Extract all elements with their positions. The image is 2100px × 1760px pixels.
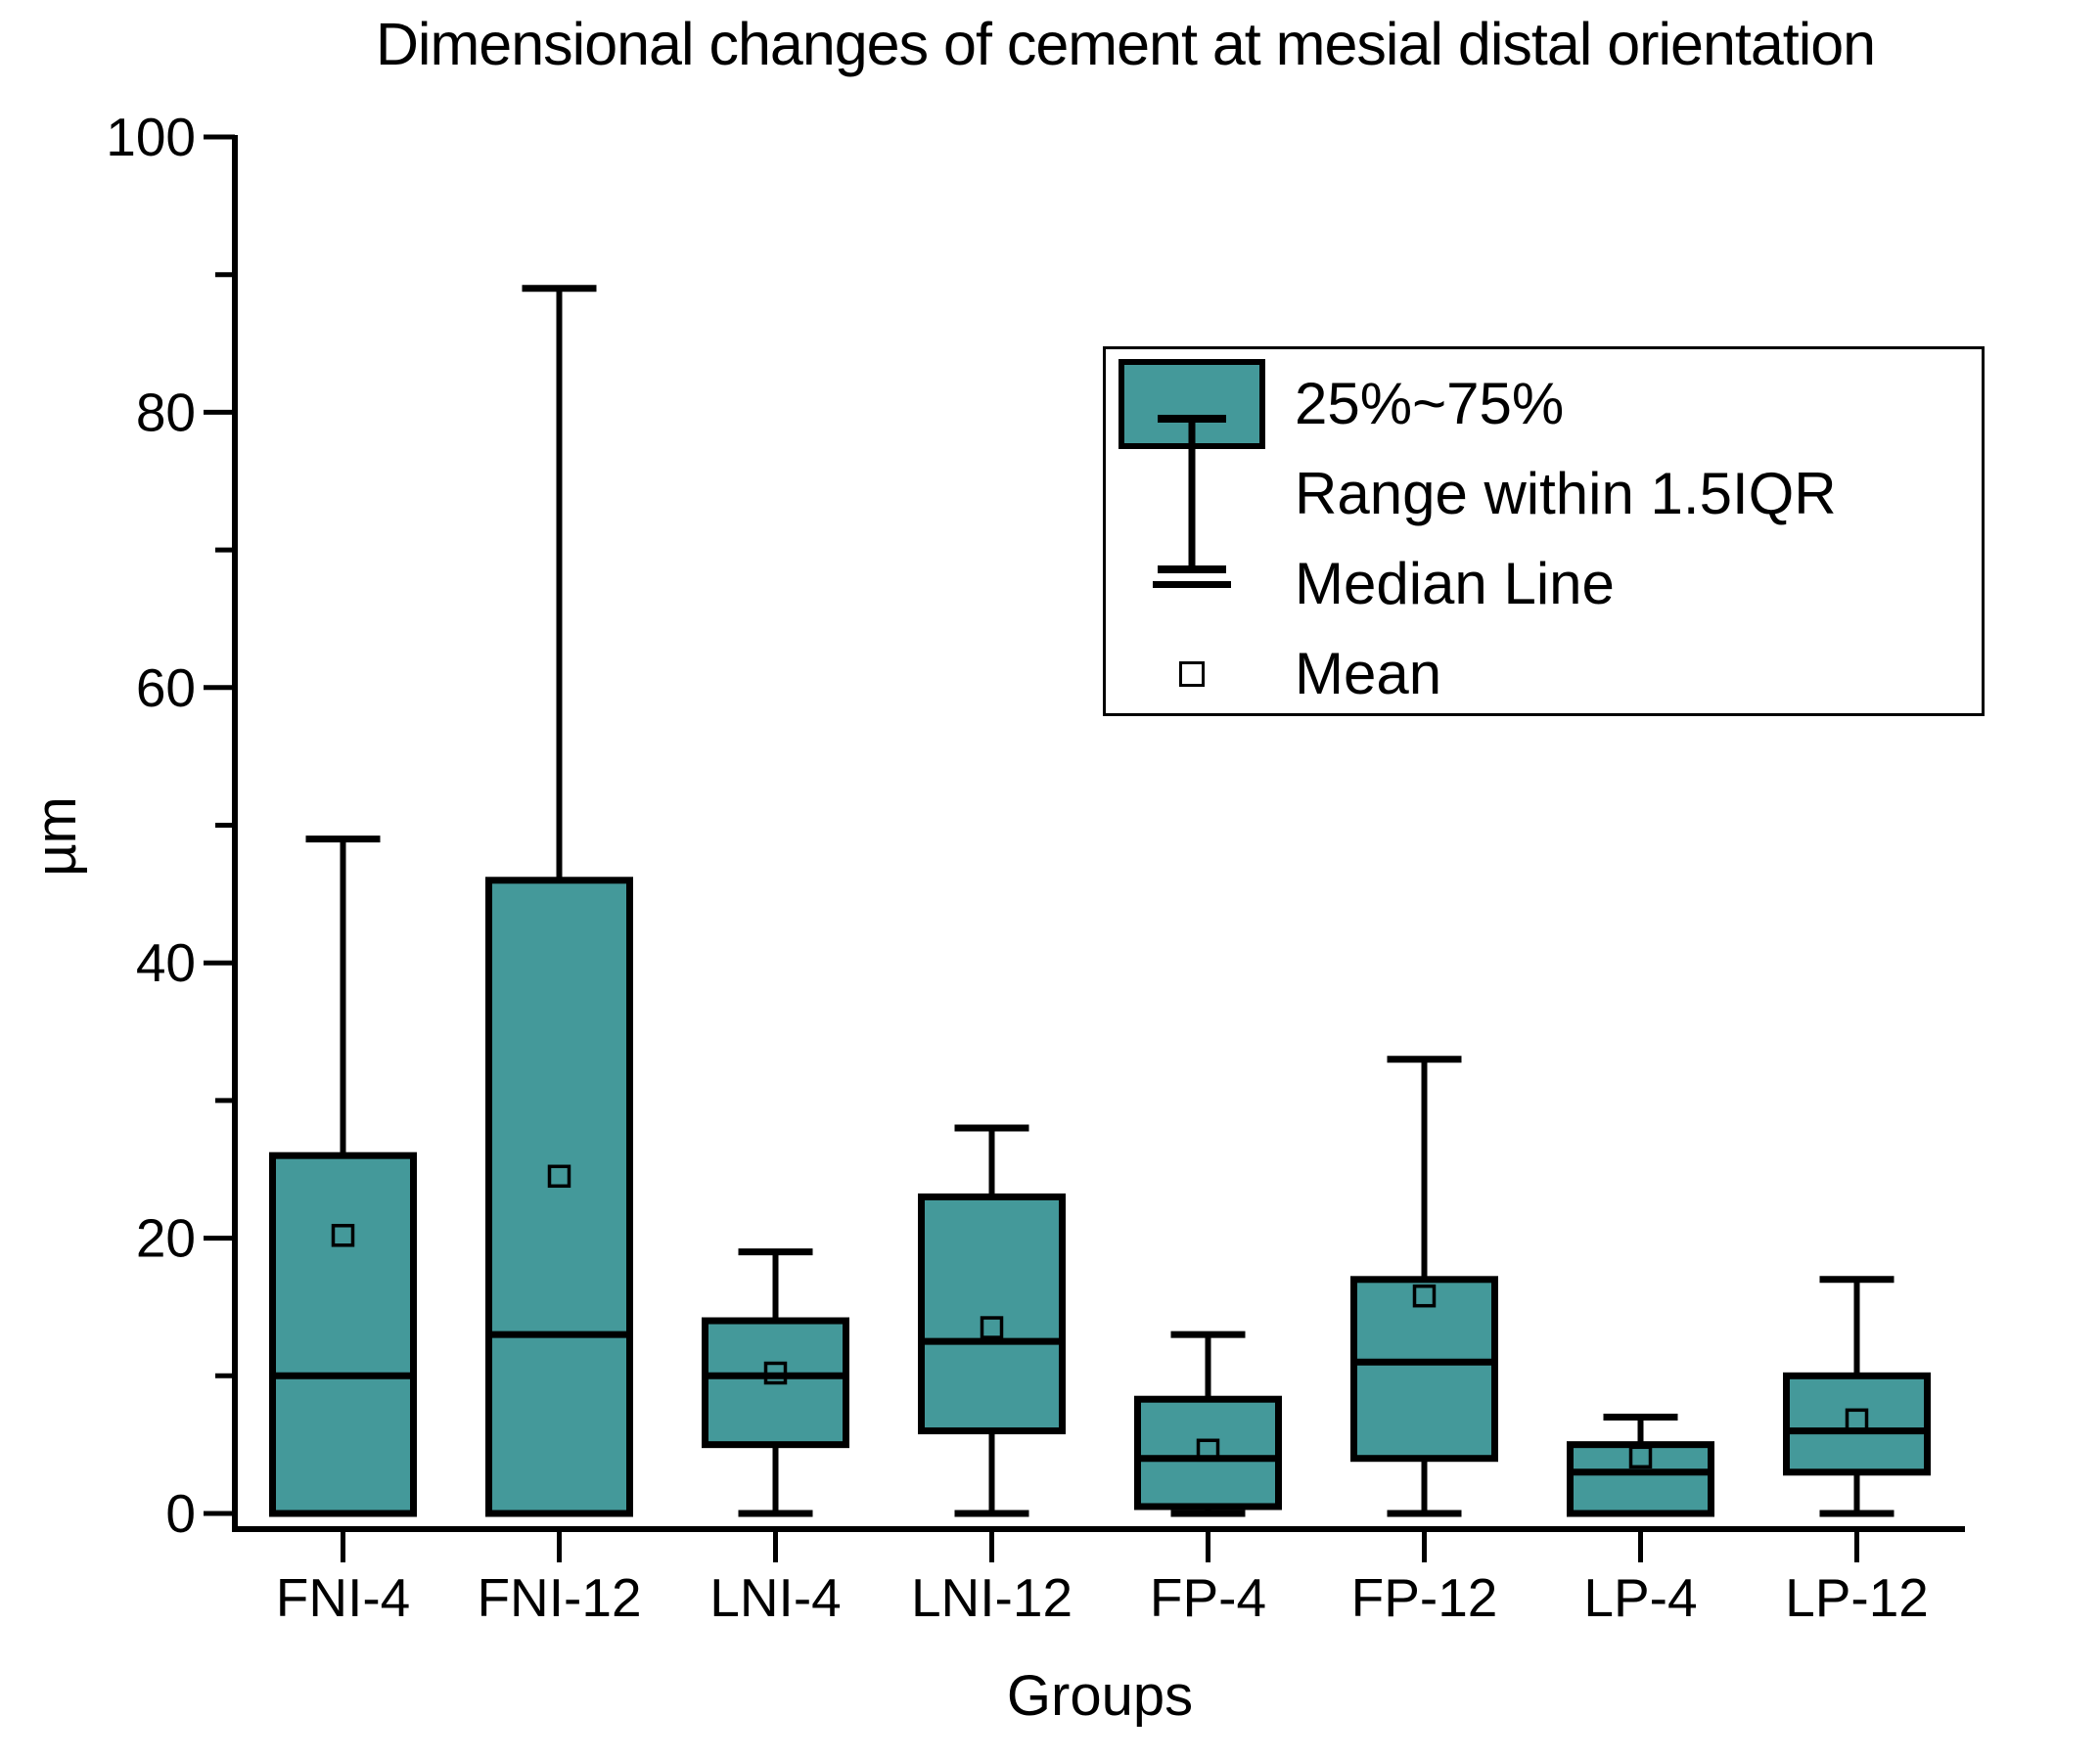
x-tick-label-FNI-4: FNI-4 bbox=[276, 1567, 411, 1628]
legend-label-median: Median Line bbox=[1295, 551, 1615, 616]
iqr-box-LP-4 bbox=[1567, 1441, 1714, 1517]
mean-marker-FNI-12 bbox=[547, 1164, 571, 1189]
iqr-box-FP-12 bbox=[1350, 1276, 1498, 1463]
x-tick-label-FP-12: FP-12 bbox=[1351, 1567, 1498, 1628]
iqr-box-LP-12 bbox=[1783, 1372, 1931, 1476]
whisker-icon bbox=[1158, 415, 1226, 573]
legend: 25%~75% Range within 1.5IQR Median Line … bbox=[1103, 346, 1985, 716]
legend-label-iqr-box: 25%~75% bbox=[1295, 371, 1565, 436]
y-tick-label: 20 bbox=[136, 1208, 196, 1269]
y-tick-label: 100 bbox=[106, 107, 196, 167]
x-axis-title: Groups bbox=[1006, 1664, 1194, 1728]
mean-marker-LNI-12 bbox=[980, 1316, 1004, 1339]
x-tick-label-LP-12: LP-12 bbox=[1785, 1567, 1929, 1628]
y-tick-label: 80 bbox=[136, 382, 196, 442]
mean-marker-FP-12 bbox=[1412, 1284, 1437, 1308]
x-tick-label-FNI-12: FNI-12 bbox=[477, 1567, 641, 1628]
iqr-box-FNI-12 bbox=[485, 877, 633, 1517]
mean-marker-LP-12 bbox=[1845, 1408, 1869, 1432]
x-tick-label-LP-4: LP-4 bbox=[1583, 1567, 1697, 1628]
mean-marker-FP-4 bbox=[1196, 1438, 1220, 1463]
iqr-box-FNI-4 bbox=[269, 1151, 417, 1517]
legend-label-mean: Mean bbox=[1295, 641, 1442, 706]
y-tick-label: 0 bbox=[165, 1483, 196, 1544]
x-tick-label-FP-4: FP-4 bbox=[1150, 1567, 1266, 1628]
y-tick-label: 60 bbox=[136, 657, 196, 718]
mean-marker-LP-4 bbox=[1628, 1445, 1653, 1469]
x-tick-label-LNI-12: LNI-12 bbox=[911, 1567, 1073, 1628]
legend-label-range: Range within 1.5IQR bbox=[1295, 461, 1837, 526]
iqr-box-FP-4 bbox=[1134, 1395, 1282, 1511]
median-line-icon bbox=[1153, 581, 1231, 588]
mean-square-icon bbox=[1179, 661, 1205, 687]
mean-marker-FNI-4 bbox=[331, 1224, 355, 1247]
mean-marker-LNI-4 bbox=[763, 1361, 788, 1385]
x-tick-label-LNI-4: LNI-4 bbox=[709, 1567, 842, 1628]
chart-title: Dimensional changes of cement at mesial … bbox=[375, 11, 1876, 77]
y-tick-label: 40 bbox=[136, 932, 196, 993]
iqr-box-LNI-12 bbox=[918, 1193, 1066, 1435]
